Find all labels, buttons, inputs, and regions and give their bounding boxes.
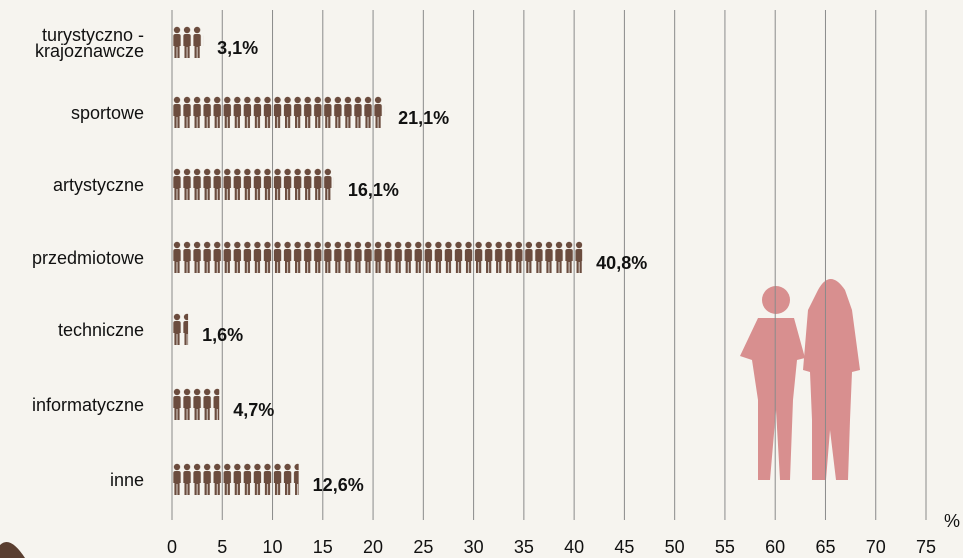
- value-label: 12,6%: [313, 475, 364, 495]
- category-label: turystyczno - krajoznawcze: [0, 27, 144, 59]
- x-tick-label: 25: [413, 537, 433, 557]
- category-label: techniczne: [0, 322, 144, 338]
- bar-row: [172, 96, 384, 130]
- x-tick-label: 5: [217, 537, 227, 557]
- category-label: przedmiotowe: [0, 250, 144, 266]
- value-label: 4,7%: [233, 400, 274, 420]
- pictogram-bar: [172, 388, 219, 422]
- x-tick-label: 20: [363, 537, 383, 557]
- chart: 0 5 10 15 20 25 30 35 40 45 50 55 60 65 70 75% 3,1% 21,1%…: [0, 0, 963, 558]
- bar-row: [172, 313, 188, 347]
- chart-svg: 0 5 10 15 20 25 30 35 40 45 50 55 60 65 70 75% 3,1% 21,1%…: [0, 0, 963, 558]
- category-label: inne: [0, 472, 144, 488]
- x-tick-label: 30: [464, 537, 484, 557]
- bar-row: [172, 26, 203, 60]
- pictogram-bar: [172, 168, 334, 202]
- value-label: 1,6%: [202, 325, 243, 345]
- pictogram-bar: [172, 241, 582, 275]
- x-tick-label: 10: [263, 537, 283, 557]
- bar-row: [172, 463, 299, 497]
- bar-row: [172, 168, 334, 202]
- children-silhouette: [740, 279, 860, 480]
- x-tick-label: 60: [765, 537, 785, 557]
- category-label: artystyczne: [0, 177, 144, 193]
- value-label: 3,1%: [217, 38, 258, 58]
- bar-row: [172, 388, 219, 422]
- x-tick-label: 35: [514, 537, 534, 557]
- x-tick-label: 55: [715, 537, 735, 557]
- pictogram-bar: [172, 313, 188, 347]
- x-tick-label: 0: [167, 537, 177, 557]
- pictogram-bar: [172, 96, 384, 130]
- x-tick-label: 65: [815, 537, 835, 557]
- value-label: 16,1%: [348, 180, 399, 200]
- category-label: informatyczne: [0, 397, 144, 413]
- corner-decoration: [0, 542, 25, 558]
- value-label: 21,1%: [398, 108, 449, 128]
- x-tick-label: 45: [614, 537, 634, 557]
- x-tick-label: 75: [916, 537, 936, 557]
- x-unit: %: [944, 511, 960, 531]
- x-tick-label: 40: [564, 537, 584, 557]
- x-tick-label: 15: [313, 537, 333, 557]
- pictogram-bar: [172, 26, 203, 60]
- value-label: 40,8%: [596, 253, 647, 273]
- pictogram-bar: [172, 463, 299, 497]
- category-label: sportowe: [0, 105, 144, 121]
- x-tick-label: 70: [866, 537, 886, 557]
- bar-row: [172, 241, 582, 275]
- x-tick-label: 50: [665, 537, 685, 557]
